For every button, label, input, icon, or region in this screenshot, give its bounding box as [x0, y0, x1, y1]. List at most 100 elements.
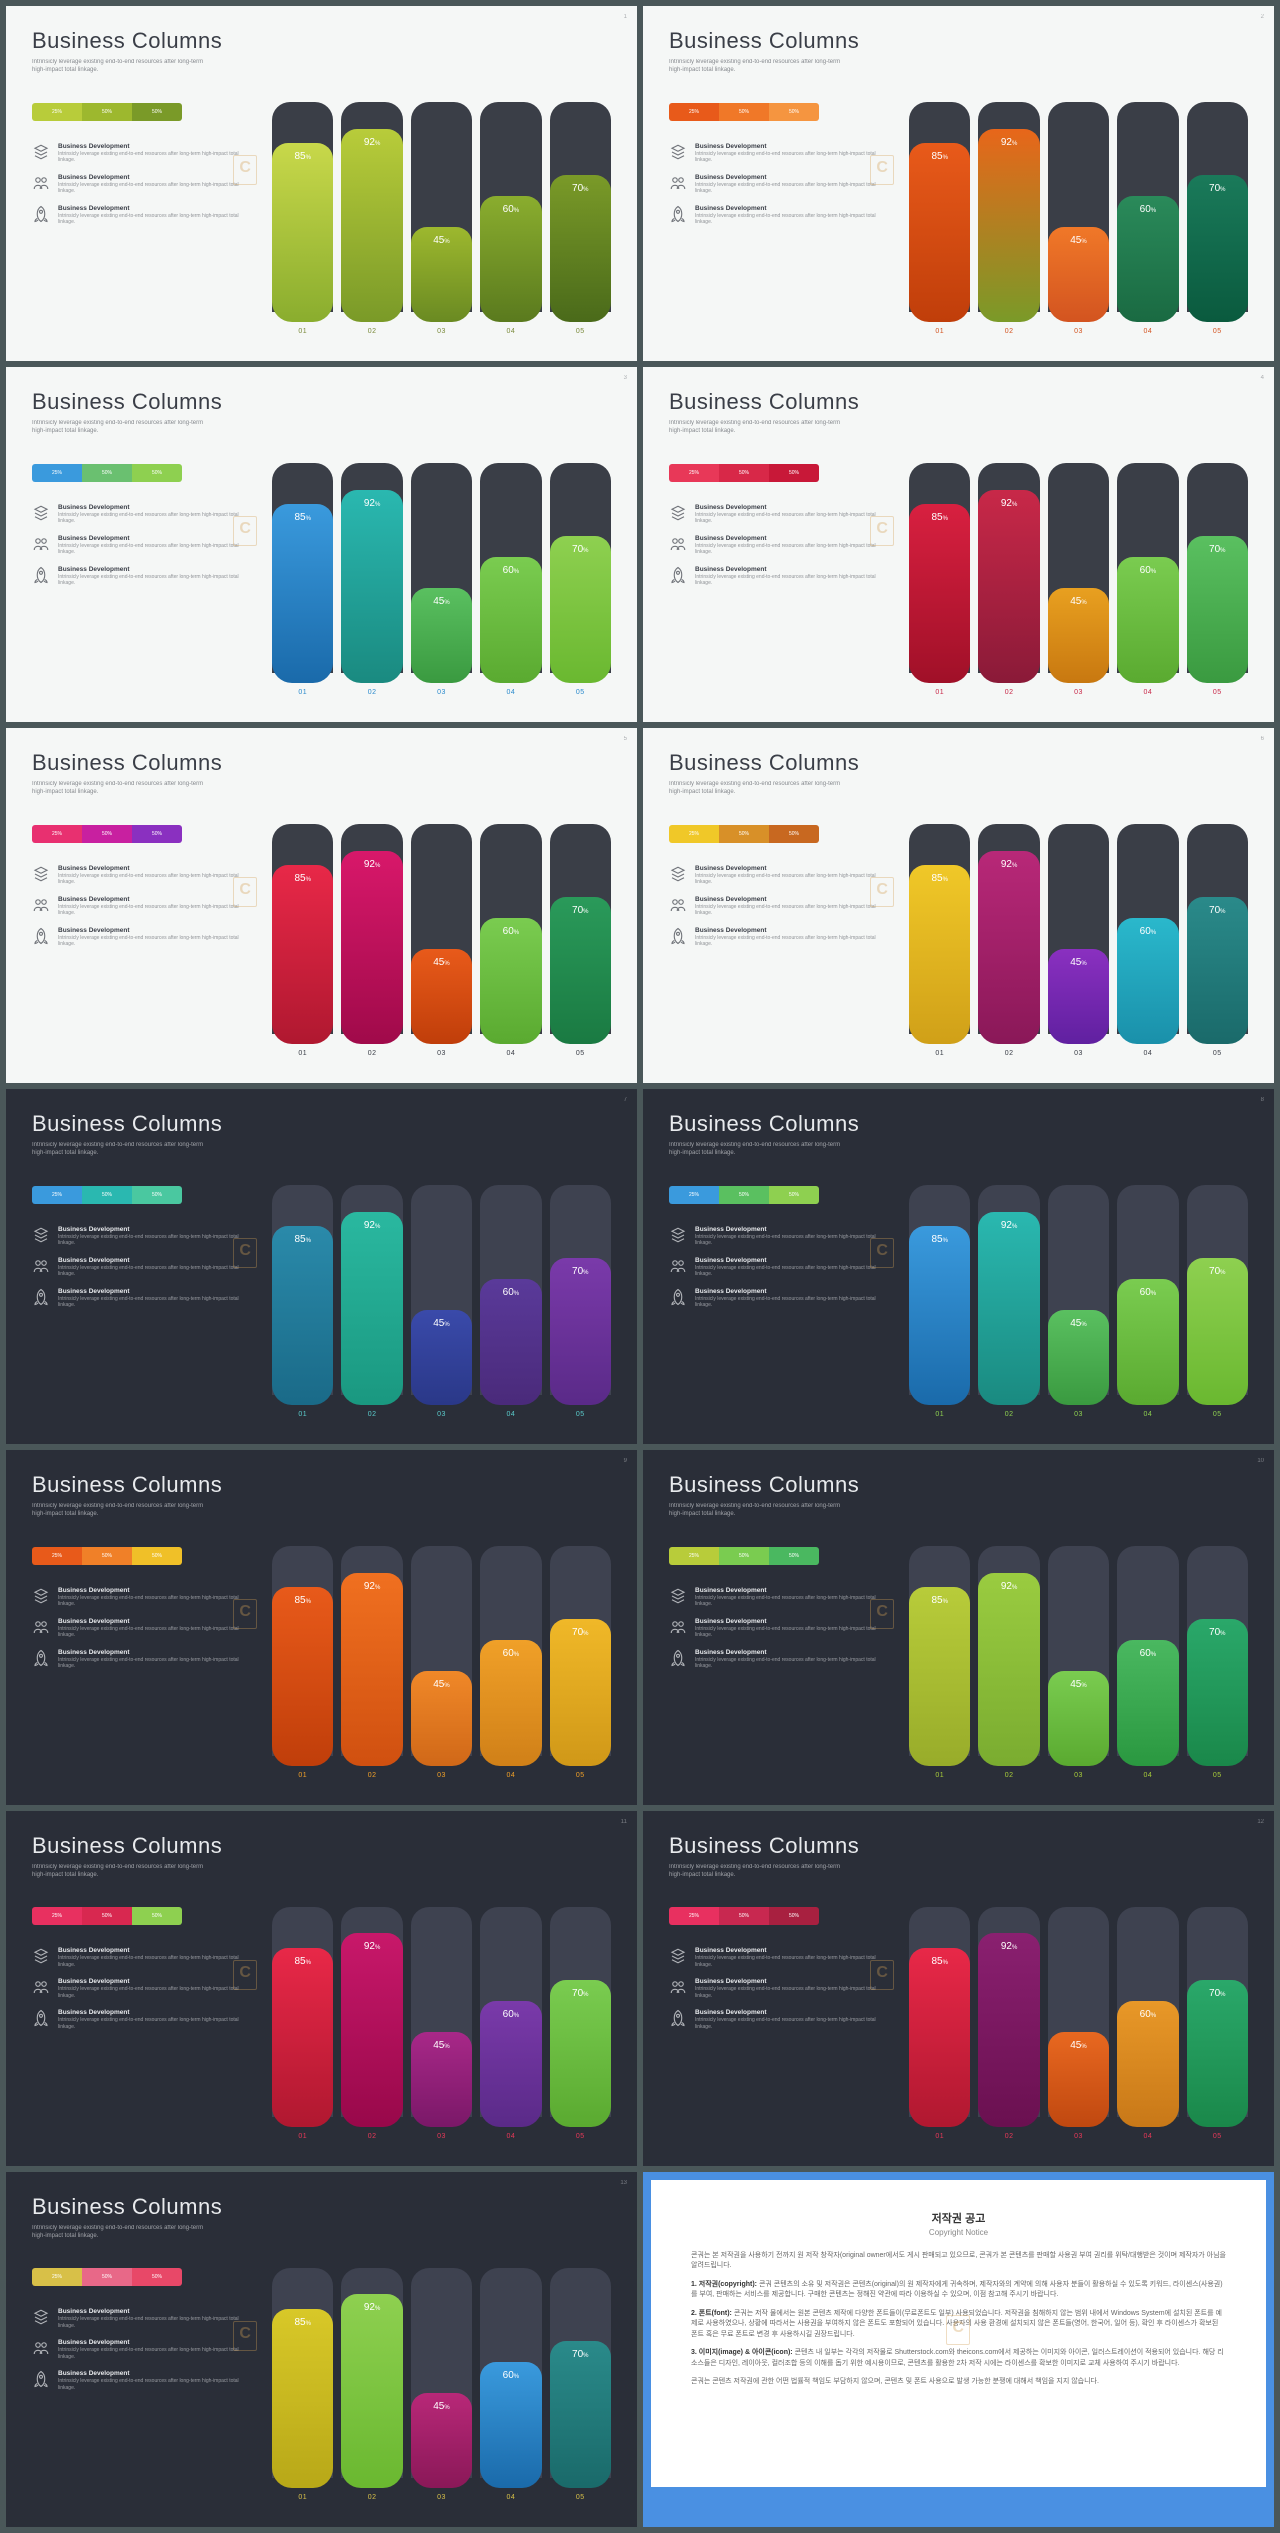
column-label: 02 — [1005, 1050, 1014, 1057]
legend-segment: 50% — [719, 464, 769, 482]
column-percent: 45% — [411, 2401, 472, 2412]
column-percent: 60% — [1117, 926, 1178, 937]
chart-column: 85% 01 — [272, 102, 333, 335]
feature-title: Business Development — [695, 504, 889, 511]
column-label: 03 — [437, 328, 446, 335]
slide: 12 Business Columns Intrinsicly leverage… — [643, 1811, 1274, 2166]
legend-bar: 25%50%50% — [669, 103, 819, 121]
feature-title: Business Development — [695, 143, 889, 150]
legend-segment: 50% — [132, 464, 182, 482]
feature-desc: Intrinsicly leverage existing end-to-end… — [58, 151, 252, 164]
column-label: 03 — [437, 1411, 446, 1418]
column-label: 03 — [1074, 1050, 1083, 1057]
legend-segment: 25% — [32, 464, 82, 482]
column-label: 04 — [506, 689, 515, 696]
column-label: 01 — [298, 1411, 307, 1418]
feature-icon — [32, 1649, 50, 1667]
legend-segment: 25% — [32, 1186, 82, 1204]
page-number: 3 — [624, 375, 627, 381]
column-percent: 45% — [1048, 957, 1109, 968]
column-label: 03 — [1074, 328, 1083, 335]
feature-item: Business Development Intrinsicly leverag… — [669, 1226, 889, 1247]
legend-segment: 25% — [32, 1547, 82, 1565]
feature-icon — [32, 205, 50, 223]
column-percent: 92% — [341, 137, 402, 148]
chart-column: 60% 04 — [480, 102, 541, 335]
feature-desc: Intrinsicly leverage existing end-to-end… — [695, 543, 889, 556]
column-percent: 85% — [272, 1595, 333, 1606]
chart-column: 45% 03 — [1048, 1907, 1109, 2140]
slide-title: Business Columns — [669, 1472, 889, 1498]
chart-column: 70% 05 — [550, 1907, 611, 2140]
slide: 9 Business Columns Intrinsicly leverage … — [6, 1450, 637, 1805]
legend-segment: 50% — [769, 1186, 819, 1204]
copyright-intro: 콘궈는 본 저작권을 사용하기 전까지 원 저작 창작자(original ow… — [691, 2251, 1226, 2272]
legend-bar: 25%50%50% — [32, 1186, 182, 1204]
slide-title: Business Columns — [669, 1833, 889, 1859]
slide-title: Business Columns — [32, 1472, 252, 1498]
slide-subtitle: Intrinsicly leverage existing end-to-end… — [669, 419, 849, 436]
feature-item: Business Development Intrinsicly leverag… — [32, 865, 252, 886]
feature-title: Business Development — [695, 1618, 889, 1625]
feature-desc: Intrinsicly leverage existing end-to-end… — [58, 1626, 252, 1639]
feature-desc: Intrinsicly leverage existing end-to-end… — [58, 213, 252, 226]
chart-column: 45% 03 — [411, 102, 472, 335]
feature-title: Business Development — [695, 2009, 889, 2016]
feature-icon — [669, 566, 687, 584]
feature-icon — [32, 535, 50, 553]
legend-bar: 25%50%50% — [32, 2268, 182, 2286]
feature-item: Business Development Intrinsicly leverag… — [669, 927, 889, 948]
column-label: 04 — [506, 2133, 515, 2140]
slide: 10 Business Columns Intrinsicly leverage… — [643, 1450, 1274, 1805]
legend-segment: 50% — [132, 1547, 182, 1565]
feature-title: Business Development — [58, 1649, 252, 1656]
column-percent: 85% — [272, 151, 333, 162]
feature-title: Business Development — [695, 1649, 889, 1656]
feature-title: Business Development — [58, 2339, 252, 2346]
feature-icon — [669, 1618, 687, 1636]
feature-item: Business Development Intrinsicly leverag… — [669, 535, 889, 556]
chart-column: 85% 01 — [272, 2268, 333, 2501]
feature-item: Business Development Intrinsicly leverag… — [32, 896, 252, 917]
column-chart: 85% 01 92% 02 45% 03 60% — [272, 1111, 611, 1422]
chart-column: 70% 05 — [550, 824, 611, 1057]
chart-column: 92% 02 — [978, 1546, 1039, 1779]
feature-title: Business Development — [58, 1226, 252, 1233]
column-label: 02 — [1005, 689, 1014, 696]
chart-column: 85% 01 — [909, 102, 970, 335]
feature-title: Business Development — [58, 1618, 252, 1625]
legend-bar: 25%50%50% — [669, 825, 819, 843]
legend-segment: 50% — [132, 2268, 182, 2286]
feature-icon — [32, 566, 50, 584]
column-percent: 85% — [272, 1956, 333, 1967]
column-label: 02 — [1005, 1772, 1014, 1779]
column-label: 05 — [576, 1772, 585, 1779]
legend-bar: 25%50%50% — [669, 1547, 819, 1565]
feature-icon — [669, 865, 687, 883]
column-percent: 45% — [1048, 235, 1109, 246]
feature-title: Business Development — [695, 205, 889, 212]
column-percent: 60% — [1117, 565, 1178, 576]
column-percent: 60% — [1117, 204, 1178, 215]
column-percent: 70% — [1187, 1627, 1248, 1638]
feature-item: Business Development Intrinsicly leverag… — [32, 2339, 252, 2360]
slide: 8 Business Columns Intrinsicly leverage … — [643, 1089, 1274, 1444]
column-label: 01 — [298, 1772, 307, 1779]
chart-column: 45% 03 — [411, 1185, 472, 1418]
chart-column: 70% 05 — [550, 1185, 611, 1418]
chart-column: 70% 05 — [1187, 102, 1248, 335]
feature-desc: Intrinsicly leverage existing end-to-end… — [695, 935, 889, 948]
legend-segment: 50% — [769, 825, 819, 843]
feature-desc: Intrinsicly leverage existing end-to-end… — [58, 904, 252, 917]
feature-item: Business Development Intrinsicly leverag… — [669, 1649, 889, 1670]
column-percent: 45% — [1048, 596, 1109, 607]
chart-column: 70% 05 — [1187, 824, 1248, 1057]
legend-bar: 25%50%50% — [669, 1907, 819, 1925]
feature-desc: Intrinsicly leverage existing end-to-end… — [695, 1265, 889, 1278]
feature-icon — [669, 205, 687, 223]
chart-column: 45% 03 — [411, 824, 472, 1057]
chart-column: 85% 01 — [909, 824, 970, 1057]
column-label: 05 — [1213, 1411, 1222, 1418]
feature-title: Business Development — [695, 1978, 889, 1985]
feature-desc: Intrinsicly leverage existing end-to-end… — [58, 182, 252, 195]
